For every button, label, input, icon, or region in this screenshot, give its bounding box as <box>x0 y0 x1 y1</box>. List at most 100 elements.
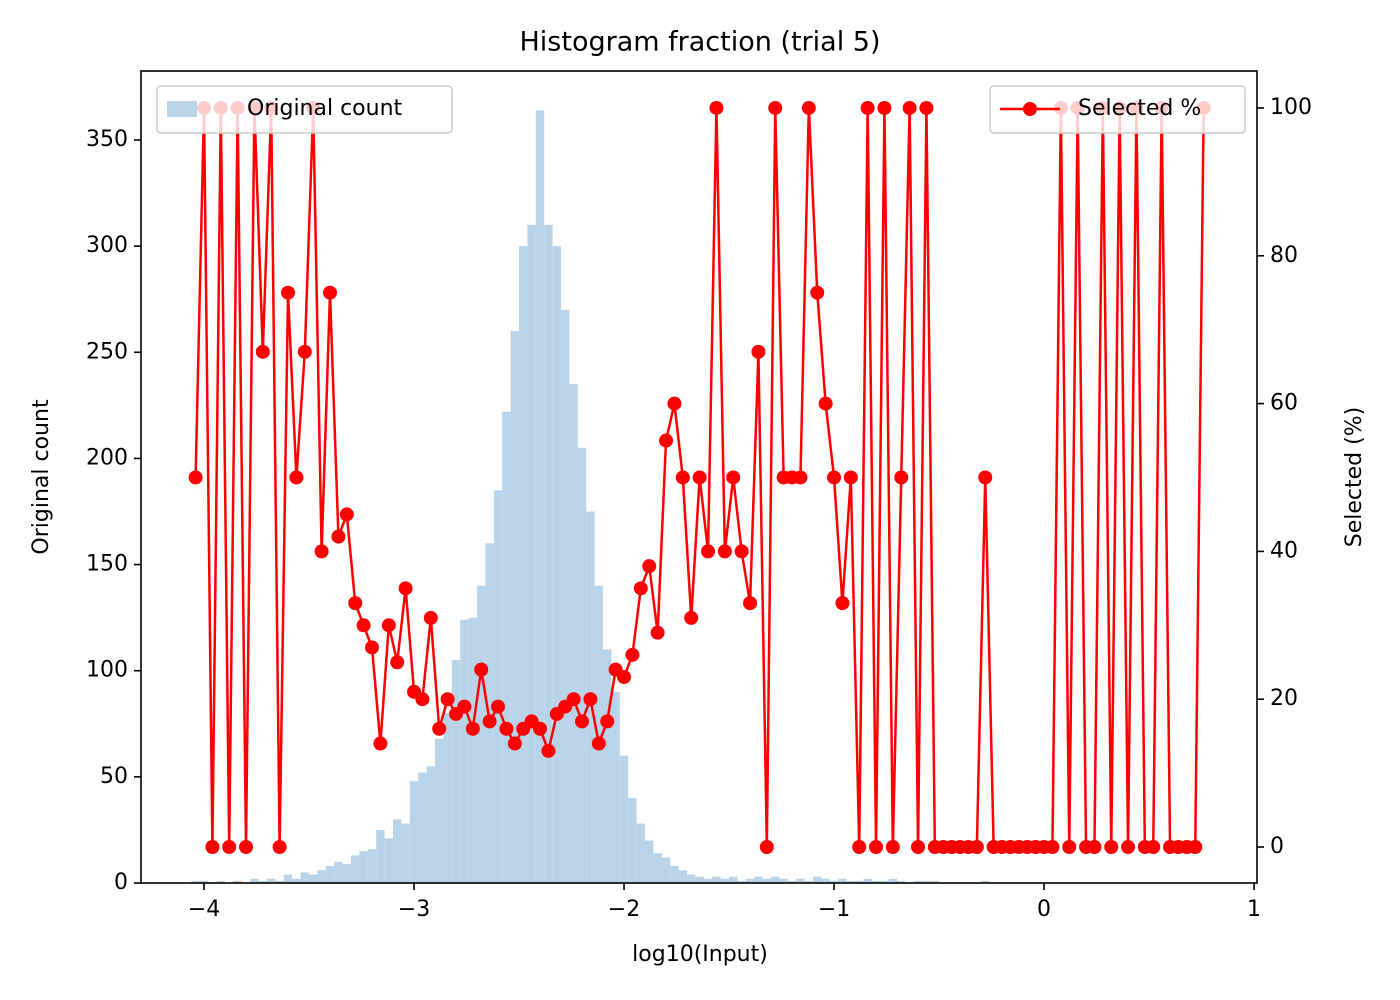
y2-tick-label: 60 <box>1270 391 1298 416</box>
y-tick-label: 300 <box>86 233 128 258</box>
y-tick-label: 100 <box>86 658 128 683</box>
data-point <box>650 625 665 640</box>
histogram-bar <box>855 880 864 883</box>
legend-marker <box>1023 102 1037 116</box>
x-tick-label: −1 <box>818 897 850 922</box>
histogram-bar <box>611 691 620 883</box>
data-point <box>583 692 598 707</box>
data-point <box>827 470 842 485</box>
histogram-bar <box>267 878 276 883</box>
data-point <box>877 100 892 115</box>
data-point <box>600 714 615 729</box>
data-point <box>415 692 430 707</box>
histogram-bar <box>317 870 326 883</box>
histogram-bar <box>552 246 562 883</box>
histogram-bar <box>863 878 872 883</box>
data-point <box>1188 840 1203 855</box>
data-point <box>709 100 724 115</box>
histogram-bar <box>603 649 612 883</box>
histogram-bar <box>771 876 780 883</box>
data-point <box>289 470 304 485</box>
x-tick-label: 0 <box>1037 897 1051 922</box>
y2-tick-label: 100 <box>1270 95 1312 120</box>
histogram-bar <box>191 880 200 883</box>
y-tick-label: 250 <box>86 339 128 364</box>
data-point <box>1087 840 1102 855</box>
data-point <box>272 840 287 855</box>
histogram-bar <box>628 798 637 883</box>
data-point <box>398 581 413 596</box>
data-point <box>1121 840 1136 855</box>
data-point <box>801 100 816 115</box>
data-point <box>667 396 682 411</box>
histogram-bar <box>653 853 662 883</box>
histogram-bar <box>460 619 469 883</box>
x-tick-label: 1 <box>1247 897 1261 922</box>
histogram-bar <box>199 880 209 883</box>
data-point <box>373 736 388 751</box>
data-point <box>1045 840 1060 855</box>
data-point <box>314 544 329 559</box>
y-tick-label: 50 <box>100 764 128 789</box>
data-point <box>457 699 472 714</box>
histogram-bar <box>351 855 360 883</box>
histogram-bar <box>510 331 520 884</box>
histogram-bar <box>636 823 646 883</box>
histogram-bar <box>703 878 713 883</box>
histogram-bar <box>720 878 730 883</box>
data-point <box>734 544 749 559</box>
data-point <box>759 840 774 855</box>
histogram-bar <box>762 878 772 883</box>
x-tick-label: −4 <box>188 897 220 922</box>
histogram-bar <box>435 738 444 883</box>
y-axis-label: Original count <box>29 399 54 555</box>
data-point <box>541 743 556 758</box>
histogram-bar <box>544 224 553 883</box>
histogram-bar <box>477 585 486 883</box>
data-point <box>339 507 354 522</box>
histogram-bar <box>787 880 797 883</box>
data-point <box>726 470 741 485</box>
histogram-bar <box>619 755 629 883</box>
histogram-bar <box>393 819 402 883</box>
data-point <box>566 692 581 707</box>
data-point <box>356 618 371 633</box>
data-point <box>675 470 690 485</box>
histogram-bar <box>485 543 494 883</box>
histogram-bar <box>418 772 427 883</box>
histogram-bar <box>695 876 704 883</box>
histogram-bar <box>468 617 478 883</box>
histogram-bar <box>325 866 335 883</box>
data-point <box>869 840 884 855</box>
histogram-bar <box>342 863 352 883</box>
histogram-bar <box>359 851 368 883</box>
histogram-bar <box>426 766 436 883</box>
y-tick-label: 150 <box>86 552 128 577</box>
data-point <box>919 100 934 115</box>
data-point <box>465 721 480 736</box>
data-point <box>440 692 455 707</box>
y2-tick-label: 20 <box>1270 686 1298 711</box>
histogram-bar <box>796 878 805 883</box>
data-point <box>348 596 363 611</box>
histogram-bar <box>813 876 822 883</box>
histogram-bar <box>779 878 788 883</box>
histogram-bar <box>737 880 746 883</box>
histogram-bar <box>300 872 310 883</box>
legend-box <box>156 85 453 134</box>
data-point <box>1062 840 1077 855</box>
histogram-bar <box>712 876 721 883</box>
data-point <box>575 714 590 729</box>
data-point <box>743 596 758 611</box>
histogram-bar <box>687 874 696 883</box>
histogram-bar <box>519 246 528 883</box>
data-point <box>810 285 825 300</box>
data-point <box>902 100 917 115</box>
data-point <box>684 610 699 625</box>
data-point <box>894 470 909 485</box>
data-point <box>911 840 926 855</box>
histogram-bar <box>871 880 881 883</box>
data-point <box>390 655 405 670</box>
